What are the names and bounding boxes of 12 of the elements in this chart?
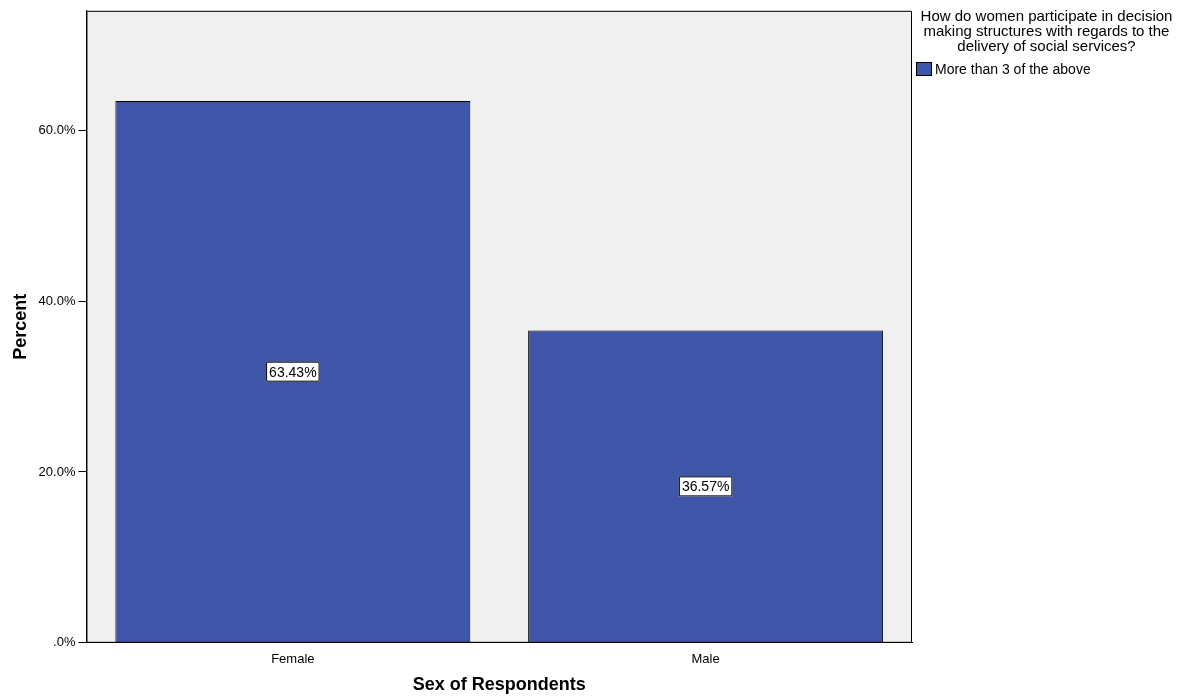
legend-title: How do women participate in decision making structures with regards to the delivery of social services?: [919, 7, 1174, 54]
text: More than 3 of the above: [935, 61, 1091, 77]
x-tick-label: Female: [271, 651, 315, 667]
y-tick-label: 20.0%: [38, 463, 76, 479]
y-axis-title: Percent: [9, 293, 30, 360]
data-label: 63.43%: [269, 363, 317, 380]
data-label: 36.57%: [681, 478, 730, 495]
x-tick-label: Male: [691, 651, 720, 667]
x-axis-title: Sex of Respondents: [412, 674, 586, 695]
y-tick-label: .0%: [53, 634, 76, 650]
y-tick-label: 60.0%: [38, 121, 76, 137]
y-tick-label: 40.0%: [38, 292, 76, 308]
